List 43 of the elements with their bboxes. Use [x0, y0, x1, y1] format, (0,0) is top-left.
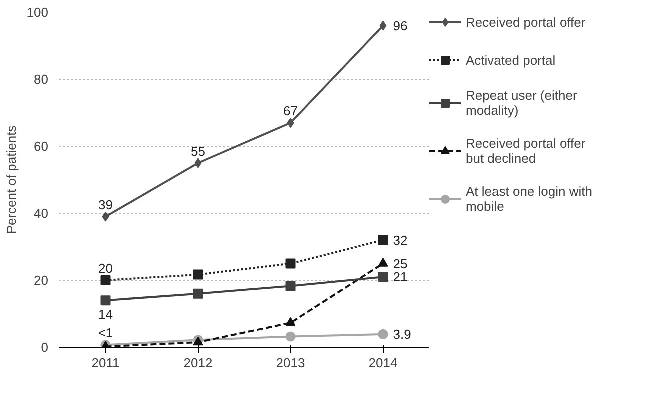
point	[287, 118, 294, 128]
point	[193, 270, 204, 280]
data-label: <1	[98, 326, 114, 341]
y-axis-title: Percent of patients	[4, 125, 19, 234]
legend-label: Repeat user (either modality)	[466, 88, 578, 118]
point	[193, 288, 204, 299]
data-label: 39	[98, 197, 113, 212]
data-label: 20	[98, 261, 113, 276]
y-tick-label: 40	[34, 206, 49, 221]
y-tick-label: 20	[34, 273, 49, 288]
legend-label: Received portal offer	[466, 14, 587, 30]
point	[286, 317, 296, 326]
x-tick-label: 2014	[368, 356, 398, 370]
legend-label: Received portal offer but declined	[466, 136, 587, 166]
point	[378, 258, 388, 267]
data-label: 32	[393, 232, 408, 248]
legend-label: Activated portal	[466, 52, 557, 68]
point	[194, 158, 202, 168]
point	[286, 281, 296, 292]
data-label: 3.9	[393, 326, 412, 342]
x-tick-label: 2011	[92, 356, 120, 370]
point	[100, 276, 111, 286]
point	[380, 20, 387, 31]
point	[378, 272, 388, 282]
point	[102, 212, 110, 222]
point	[286, 258, 296, 269]
point	[286, 332, 296, 342]
y-tick-label: 100	[26, 5, 49, 20]
data-label: 55	[191, 144, 206, 159]
y-tick-label: 60	[34, 139, 49, 154]
data-label: 96	[393, 18, 408, 34]
data-label: 14	[98, 307, 113, 322]
x-tick-label: 2013	[276, 356, 306, 370]
data-label: 21	[393, 270, 408, 285]
data-label: 25	[393, 256, 408, 272]
x-tick-label: 2012	[184, 356, 213, 370]
y-tick-label: 80	[34, 72, 49, 87]
point	[100, 296, 111, 306]
legend-label: At least one login with mobile	[466, 184, 594, 214]
point	[378, 329, 388, 340]
y-tick-label: 0	[41, 340, 49, 355]
point	[378, 235, 388, 246]
data-label: 67	[284, 104, 298, 119]
